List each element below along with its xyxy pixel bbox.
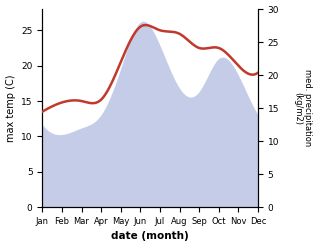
Y-axis label: med. precipitation
(kg/m2): med. precipitation (kg/m2) xyxy=(293,69,313,147)
X-axis label: date (month): date (month) xyxy=(111,231,189,242)
Y-axis label: max temp (C): max temp (C) xyxy=(5,74,16,142)
